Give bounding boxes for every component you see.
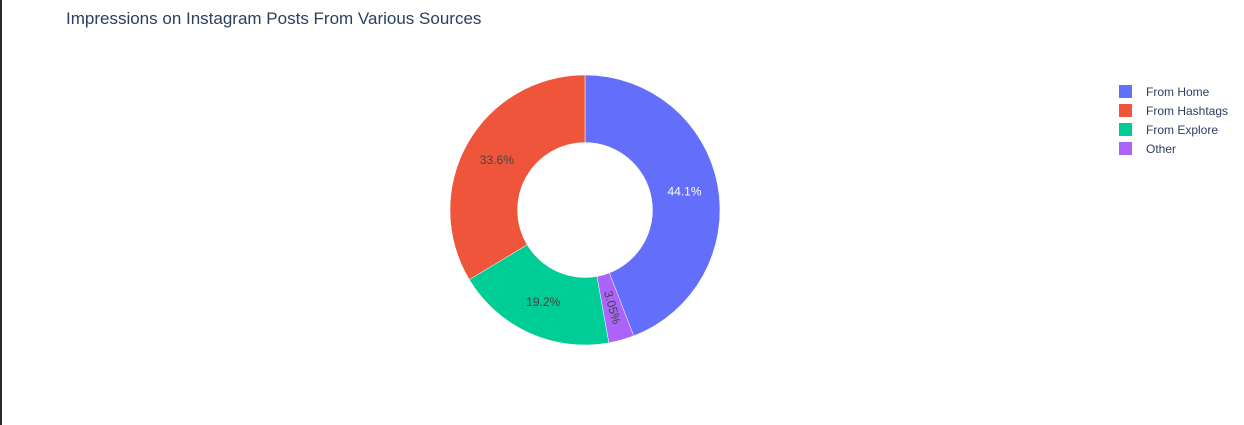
slice-from-hashtags[interactable] <box>449 74 586 280</box>
legend-item-from-hashtags[interactable]: From Hashtags <box>1119 101 1228 120</box>
legend-swatch-other <box>1119 142 1132 155</box>
legend-item-from-explore[interactable]: From Explore <box>1119 120 1228 139</box>
slice-label-from-hashtags: 33.6% <box>480 153 514 167</box>
slice-label-from-explore: 19.2% <box>526 295 560 309</box>
slice-label-from-home: 44.1% <box>668 184 702 198</box>
legend-label-from-explore: From Explore <box>1146 122 1219 137</box>
slice-from-home[interactable] <box>584 74 721 337</box>
legend-swatch-from-explore <box>1119 123 1132 136</box>
legend-swatch-from-home <box>1119 85 1132 98</box>
legend-label-from-hashtags: From Hashtags <box>1146 103 1229 118</box>
legend-item-from-home[interactable]: From Home <box>1119 82 1228 101</box>
legend: From Home From Hashtags From Explore Oth… <box>1119 82 1228 158</box>
legend-item-other[interactable]: Other <box>1119 139 1228 158</box>
slice-from-explore[interactable] <box>468 244 610 346</box>
legend-label-other: Other <box>1146 141 1177 156</box>
chart-title: Impressions on Instagram Posts From Vari… <box>66 9 482 28</box>
legend-swatch-from-hashtags <box>1119 104 1132 117</box>
legend-label-from-home: From Home <box>1146 84 1210 99</box>
